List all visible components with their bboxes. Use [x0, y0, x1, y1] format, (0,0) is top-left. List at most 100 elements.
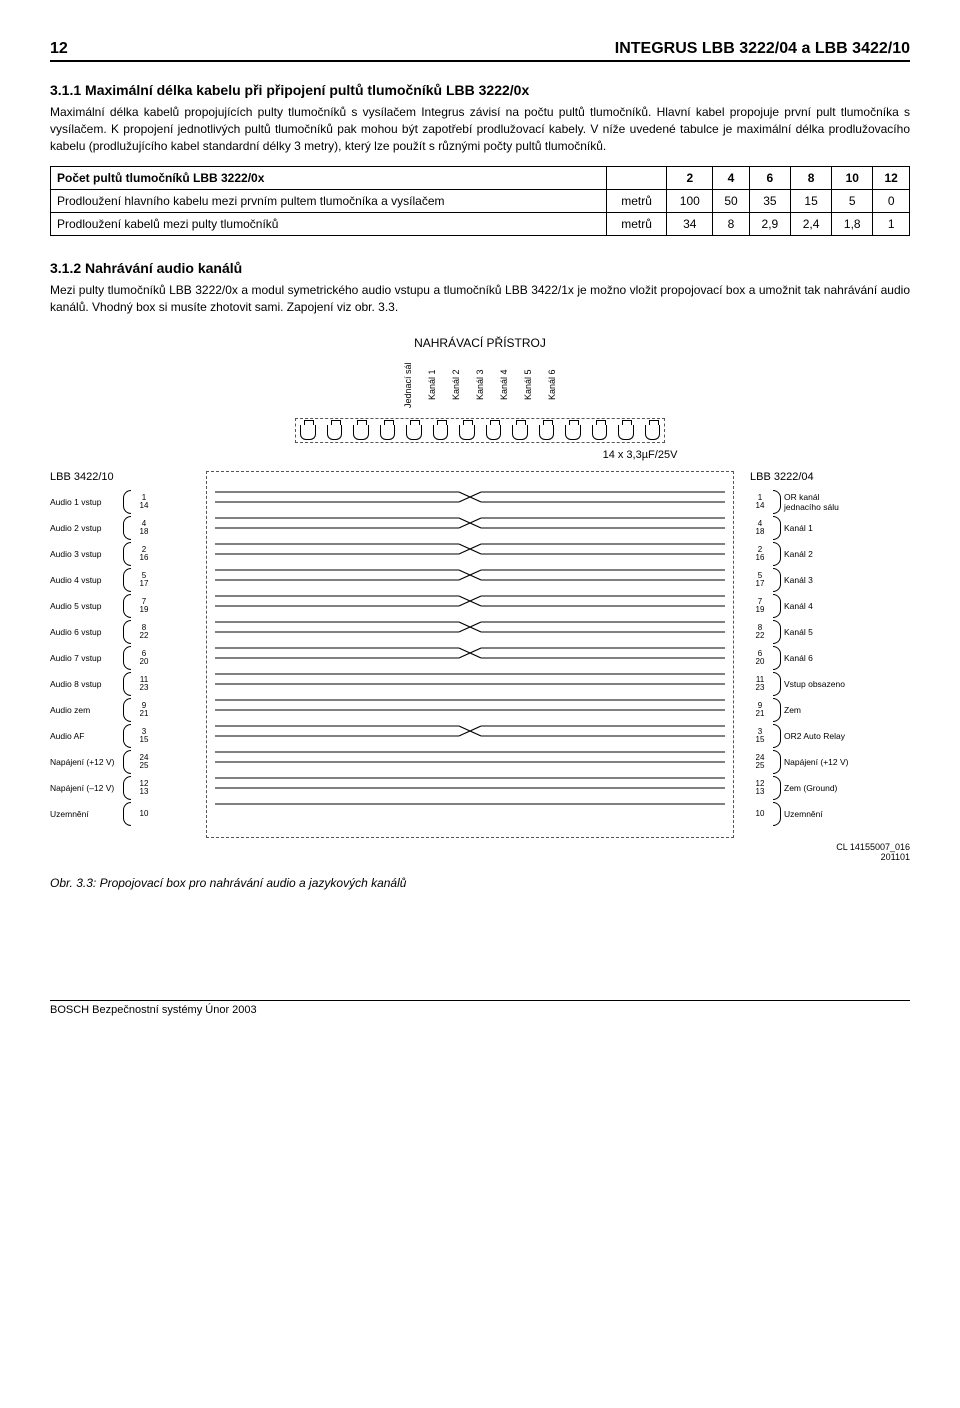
- connector-arc-icon: [123, 750, 131, 774]
- pin-numbers: 921: [134, 702, 154, 718]
- connector-box: [295, 418, 665, 443]
- pin-label: Kanál 6: [784, 653, 854, 663]
- connector-icon: [592, 425, 608, 440]
- page-header: 12 INTEGRUS LBB 3222/04 a LBB 3422/10: [50, 40, 910, 62]
- wiring-diagram: NAHRÁVACÍ PŘÍSTROJ Jednací sálKanál 1Kan…: [50, 336, 910, 862]
- pin-label: Napájení (+12 V): [784, 757, 854, 767]
- connector-arc-icon: [123, 516, 131, 540]
- pin-label: Vstup obsazeno: [784, 679, 854, 689]
- pin-row: Audio 6 vstup 822: [50, 619, 190, 645]
- recorder-channel-label: Jednací sál: [403, 360, 413, 410]
- table-cell: 2,9: [749, 213, 790, 236]
- pin-numbers: 822: [134, 624, 154, 640]
- table-header-cell: 12: [873, 167, 910, 190]
- pin-numbers: 10: [750, 810, 770, 818]
- pin-label: Kanál 2: [784, 549, 854, 559]
- pin-label: Audio AF: [50, 731, 120, 741]
- connector-arc-icon: [123, 646, 131, 670]
- pin-row: Napájení (+12 V) 2425: [50, 749, 190, 775]
- connector-icon: [406, 425, 422, 440]
- connector-arc-icon: [773, 594, 781, 618]
- connector-icon: [539, 425, 555, 440]
- pin-numbers: 517: [134, 572, 154, 588]
- pin-numbers: 2425: [750, 754, 770, 770]
- pin-numbers: 719: [750, 598, 770, 614]
- page-footer: BOSCH Bezpečnostní systémy Únor 2003: [50, 1000, 910, 1016]
- pin-numbers: 315: [134, 728, 154, 744]
- recorder-channel-label: Kanál 2: [451, 360, 461, 410]
- pin-label: Audio 6 vstup: [50, 627, 120, 637]
- connector-icon: [300, 425, 316, 440]
- connector-arc-icon: [773, 698, 781, 722]
- recorder-channel-label: Kanál 3: [475, 360, 485, 410]
- section-heading: 3.1.1 Maximální délka kabelu při připoje…: [50, 82, 910, 98]
- recorder-channel-label: Kanál 4: [499, 360, 509, 410]
- pin-label: OR kanál jednacího sálu: [784, 492, 854, 512]
- connector-arc-icon: [123, 568, 131, 592]
- pin-numbers: 418: [750, 520, 770, 536]
- connector-icon: [645, 425, 661, 440]
- section-para: Maximální délka kabelů propojujících pul…: [50, 104, 910, 154]
- pin-row: 2425 Napájení (+12 V): [750, 749, 910, 775]
- connector-arc-icon: [773, 516, 781, 540]
- pin-label: Uzemnění: [50, 809, 120, 819]
- table-row: Prodloužení hlavního kabelu mezi prvním …: [51, 190, 910, 213]
- table-cell: 5: [832, 190, 873, 213]
- pin-row: 620 Kanál 6: [750, 645, 910, 671]
- pin-row: 216 Kanál 2: [750, 541, 910, 567]
- pin-row: Audio zem 921: [50, 697, 190, 723]
- pin-row: 1213 Zem (Ground): [750, 775, 910, 801]
- pin-numbers: 114: [750, 494, 770, 510]
- table-header-cell: 10: [832, 167, 873, 190]
- pin-row: 517 Kanál 3: [750, 567, 910, 593]
- recorder-channel-label: Kanál 6: [547, 360, 557, 410]
- connector-arc-icon: [123, 776, 131, 800]
- connector-icon: [459, 425, 475, 440]
- pin-label: Audio 8 vstup: [50, 679, 120, 689]
- table-cell: metrů: [606, 213, 667, 236]
- table-cell: 2,4: [790, 213, 831, 236]
- pin-label: Kanál 4: [784, 601, 854, 611]
- connector-icon: [380, 425, 396, 440]
- connector-icon: [486, 425, 502, 440]
- pin-numbers: 315: [750, 728, 770, 744]
- pin-row: Napájení (–12 V) 1213: [50, 775, 190, 801]
- table-cell: 100: [667, 190, 713, 213]
- left-connector-title: LBB 3422/10: [50, 471, 190, 483]
- pin-row: 822 Kanál 5: [750, 619, 910, 645]
- right-connector-title: LBB 3222/04: [750, 471, 910, 483]
- table-header-cell: [606, 167, 667, 190]
- pin-label: Napájení (–12 V): [50, 783, 120, 793]
- pin-row: 418 Kanál 1: [750, 515, 910, 541]
- table-header-cell: 4: [713, 167, 750, 190]
- pin-label: Kanál 3: [784, 575, 854, 585]
- pin-numbers: 921: [750, 702, 770, 718]
- page-number: 12: [50, 40, 68, 58]
- pin-numbers: 620: [750, 650, 770, 666]
- pin-row: Audio 1 vstup 114: [50, 489, 190, 515]
- connector-arc-icon: [123, 542, 131, 566]
- connector-icon: [433, 425, 449, 440]
- pin-numbers: 1123: [750, 676, 770, 692]
- connector-arc-icon: [773, 490, 781, 514]
- table-header-cell: 8: [790, 167, 831, 190]
- table-cell: 15: [790, 190, 831, 213]
- connector-arc-icon: [773, 776, 781, 800]
- pin-numbers: 216: [134, 546, 154, 562]
- pin-row: Uzemnění 10: [50, 801, 190, 827]
- pin-label: Audio 7 vstup: [50, 653, 120, 663]
- connector-icon: [327, 425, 343, 440]
- connector-arc-icon: [773, 542, 781, 566]
- pin-numbers: 822: [750, 624, 770, 640]
- connector-arc-icon: [123, 594, 131, 618]
- pin-row: Audio AF 315: [50, 723, 190, 749]
- pin-row: 1123 Vstup obsazeno: [750, 671, 910, 697]
- table-cell: 0: [873, 190, 910, 213]
- pin-row: 719 Kanál 4: [750, 593, 910, 619]
- connector-arc-icon: [123, 724, 131, 748]
- pin-label: Napájení (+12 V): [50, 757, 120, 767]
- section-heading: 3.1.2 Nahrávání audio kanálů: [50, 260, 910, 276]
- pin-numbers: 2425: [134, 754, 154, 770]
- pin-row: 114 OR kanál jednacího sálu: [750, 489, 910, 515]
- table-cell: 8: [713, 213, 750, 236]
